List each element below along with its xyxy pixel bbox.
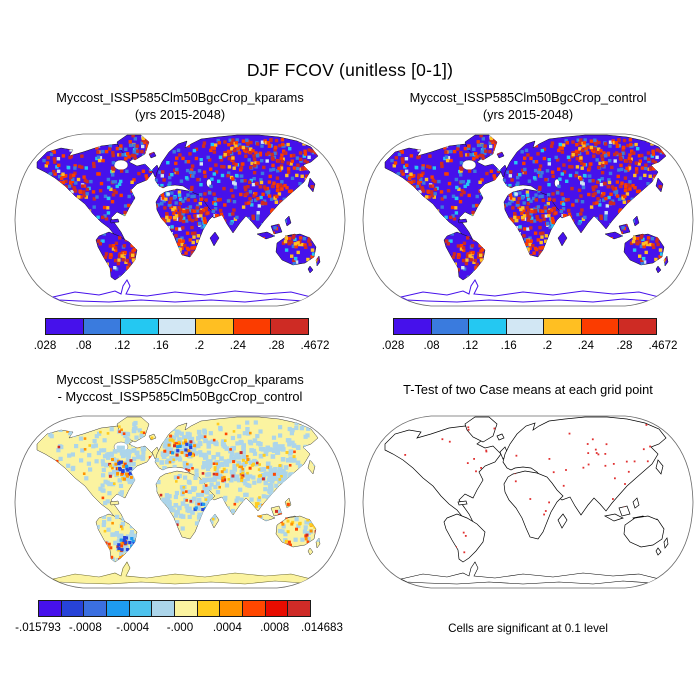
panel-title-line2: (yrs 2015-2048) [134, 106, 226, 122]
colorbar-segment [157, 318, 197, 335]
panel-kparams-title: Myccost_ISSP585Clm50BgcCrop_kparams (yrs… [8, 90, 352, 126]
colorbar-segment [128, 600, 153, 617]
colorbar-tick-label: .12 [462, 339, 479, 352]
panel-ttest: T-Test of two Case means at each grid po… [356, 372, 700, 635]
colorbar-bar [38, 600, 322, 617]
colorbar-bar [45, 318, 315, 335]
colorbar-tick-label: .08 [75, 339, 92, 352]
colorbar-tick-label: .24 [229, 339, 246, 352]
colorbar-tick-label: .28 [616, 339, 633, 352]
colorbar-tick-labels: -.015793 -.0008 -.0004 -.000 .0004 .0008 .0146… [15, 621, 343, 636]
colorbar-tick-label: -.0008 [68, 621, 102, 634]
colorbar-segment [82, 318, 122, 335]
significance-caption: Cells are significant at 0.1 level [448, 622, 608, 635]
colorbar-tick-label: .16 [152, 339, 169, 352]
colorbar-segment [505, 318, 545, 335]
colorbar-segment [393, 318, 432, 335]
colorbar-segment [195, 318, 234, 335]
colorbar-segment [270, 318, 309, 335]
panel-ttest-title: T-Test of two Case means at each grid po… [356, 372, 700, 408]
colorbar-tick-label: .028 [381, 339, 405, 352]
colorbar-segment [264, 600, 289, 617]
colorbar-segment [543, 318, 582, 335]
colorbar-tick-label: .028 [33, 339, 57, 352]
colorbar-segment [468, 318, 507, 335]
colorbar-difference: -.015793 -.0008 -.0004 -.000 .0004 .0008 .0146… [8, 600, 352, 638]
colorbar-segment [232, 318, 272, 335]
colorbar-tick-label: .2 [194, 339, 205, 352]
colorbar-kparams: .028 .08 .12 .16 .2 .24 .28 .4672 [8, 318, 352, 356]
world-map-ttest [362, 415, 694, 589]
panel-title-line1: T-Test of two Case means at each grid po… [403, 381, 653, 397]
colorbar-tick-label: -.015793 [15, 621, 61, 634]
colorbar-tick-label: .4672 [300, 339, 330, 352]
panel-kparams: Myccost_ISSP585Clm50BgcCrop_kparams (yrs… [8, 90, 352, 356]
colorbar-tick-label: .0008 [260, 621, 290, 634]
colorbar-segment [120, 318, 159, 335]
colorbar-segment [38, 600, 62, 617]
colorbar-segment [430, 318, 470, 335]
panel-title-line2: (yrs 2015-2048) [482, 106, 574, 122]
colorbar-bar [393, 318, 663, 335]
colorbar-segment [60, 600, 85, 617]
world-map-difference [14, 415, 346, 589]
colorbar-tick-label: .28 [268, 339, 285, 352]
colorbar-tick-label: -.000 [166, 621, 194, 634]
colorbar-segment [580, 318, 620, 335]
colorbar-segment [219, 600, 243, 617]
panel-title-line2: - Myccost_ISSP585Clm50BgcCrop_control [57, 388, 303, 404]
colorbar-segment [241, 600, 266, 617]
world-map-kparams [14, 133, 346, 307]
panel-title-line1: Myccost_ISSP585Clm50BgcCrop_kparams [56, 90, 304, 105]
colorbar-segment [105, 600, 130, 617]
panel-title-line1: Myccost_ISSP585Clm50BgcCrop_kparams [56, 372, 304, 387]
colorbar-tick-labels: .028 .08 .12 .16 .2 .24 .28 .4672 [382, 339, 678, 354]
colorbar-tick-label: .12 [114, 339, 131, 352]
colorbar-segment [83, 600, 107, 617]
colorbar-control: .028 .08 .12 .16 .2 .24 .28 .4672 [356, 318, 700, 356]
colorbar-tick-label: .2 [542, 339, 553, 352]
panel-difference: Myccost_ISSP585Clm50BgcCrop_kparams - My… [8, 372, 352, 638]
world-map-control [362, 133, 694, 307]
colorbar-tick-label: -.0004 [116, 621, 150, 634]
panel-control-title: Myccost_ISSP585Clm50BgcCrop_control (yrs… [356, 90, 700, 126]
panel-difference-title: Myccost_ISSP585Clm50BgcCrop_kparams - My… [8, 372, 352, 408]
colorbar-tick-label: .08 [423, 339, 440, 352]
panel-control: Myccost_ISSP585Clm50BgcCrop_control (yrs… [356, 90, 700, 356]
colorbar-tick-label: .4672 [648, 339, 678, 352]
colorbar-segment [618, 318, 657, 335]
figure-title: DJF FCOV (unitless [0-1]) [246, 60, 454, 80]
colorbar-segment [287, 600, 311, 617]
colorbar-segment [173, 600, 198, 617]
colorbar-segment [45, 318, 84, 335]
colorbar-segment [196, 600, 221, 617]
panel-title-line1: Myccost_ISSP585Clm50BgcCrop_control [409, 90, 647, 105]
colorbar-tick-label: .24 [577, 339, 594, 352]
colorbar-tick-label: .0004 [212, 621, 242, 634]
colorbar-tick-label: .16 [500, 339, 517, 352]
colorbar-segment [151, 600, 175, 617]
land-layer [384, 416, 669, 585]
colorbar-tick-labels: .028 .08 .12 .16 .2 .24 .28 .4672 [34, 339, 330, 354]
colorbar-tick-label: .014683 [301, 621, 343, 634]
